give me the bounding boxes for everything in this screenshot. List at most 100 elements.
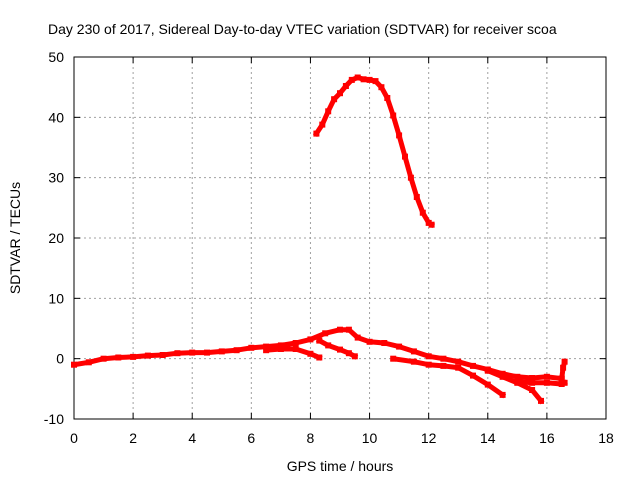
data-point	[360, 76, 367, 83]
chart-title: Day 230 of 2017, Sidereal Day-to-day VTE…	[48, 21, 557, 37]
data-point	[440, 355, 447, 362]
data-point	[396, 132, 403, 139]
data-point	[529, 387, 536, 393]
data-point	[425, 353, 432, 360]
series-band-lower-c	[390, 355, 507, 399]
data-point	[292, 346, 299, 352]
data-point	[248, 344, 255, 351]
data-point	[455, 358, 462, 365]
data-point	[85, 359, 92, 366]
y-tick-label: 50	[48, 49, 64, 65]
data-point	[378, 84, 385, 91]
data-point	[337, 346, 343, 353]
data-point	[402, 153, 408, 160]
data-point	[455, 364, 462, 371]
data-point	[529, 379, 536, 386]
data-point	[325, 342, 332, 349]
y-tick-label: -10	[44, 411, 64, 427]
data-point	[218, 348, 225, 355]
data-point	[159, 352, 166, 358]
x-tick-label: 12	[421, 430, 437, 446]
data-point	[514, 378, 521, 385]
data-point	[331, 96, 338, 103]
data-point	[484, 381, 491, 388]
y-tick-label: 10	[48, 290, 64, 306]
data-point	[130, 353, 137, 360]
grid	[74, 57, 606, 419]
data-point	[440, 362, 447, 369]
data-point	[354, 74, 361, 81]
data-point	[322, 330, 329, 337]
x-tick-label: 0	[70, 430, 78, 446]
data-point	[100, 355, 107, 362]
x-tick-label: 6	[247, 430, 255, 446]
data-point	[372, 78, 379, 85]
x-tick-label: 2	[129, 430, 137, 446]
data-point	[319, 121, 326, 128]
data-point	[115, 354, 122, 361]
data-point	[351, 353, 358, 360]
data-point	[366, 338, 373, 345]
data-point	[390, 112, 397, 119]
data-point	[354, 334, 361, 341]
data-point	[316, 354, 323, 361]
data-point	[233, 347, 240, 354]
data-point	[543, 373, 550, 380]
data-point	[410, 348, 417, 355]
data-point	[538, 397, 544, 404]
y-tick-label: 30	[48, 170, 64, 186]
series-band-lower-b	[315, 337, 359, 360]
x-axis-label: GPS time / hours	[287, 458, 394, 474]
data-point	[407, 174, 414, 181]
data-point	[419, 209, 426, 216]
x-tick-label: 4	[188, 430, 196, 446]
data-point	[307, 336, 314, 343]
data-point	[71, 361, 77, 368]
data-point	[342, 83, 349, 89]
data-point	[307, 350, 314, 357]
x-tick-label: 14	[480, 430, 496, 446]
data-point	[277, 342, 284, 349]
data-point	[484, 367, 491, 374]
data-point	[345, 350, 352, 357]
data-point	[366, 76, 373, 83]
data-point	[529, 375, 536, 381]
ticks: 0 2 4 6 8 10 12 14 16 18 -10 0 10 20 30 40 50	[44, 49, 614, 446]
data-point	[470, 372, 476, 379]
data-point	[263, 343, 270, 350]
data-point	[189, 349, 196, 356]
series-band-lower-a	[263, 346, 323, 361]
data-point	[384, 95, 391, 101]
data-point	[558, 375, 565, 382]
data-point	[499, 391, 506, 398]
data-point	[204, 349, 210, 356]
data-point	[337, 326, 343, 333]
data-point	[277, 346, 284, 352]
data-point	[325, 108, 332, 115]
series-line	[390, 355, 507, 399]
series-layer	[71, 74, 568, 405]
data-point	[381, 340, 388, 346]
data-point	[348, 76, 355, 83]
series-high-arc	[312, 74, 436, 229]
y-tick-label: 20	[48, 230, 64, 246]
x-tick-label: 10	[362, 430, 378, 446]
data-point	[337, 90, 343, 97]
data-point	[292, 340, 299, 346]
data-point	[543, 379, 550, 386]
data-point	[560, 364, 567, 371]
data-point	[499, 373, 506, 380]
data-point	[470, 362, 476, 369]
data-point	[514, 373, 521, 380]
y-tick-label: 0	[56, 351, 64, 367]
y-tick-label: 40	[48, 109, 64, 125]
data-point	[174, 350, 181, 357]
x-tick-label: 8	[307, 430, 315, 446]
data-point	[316, 337, 323, 344]
data-point	[345, 326, 352, 333]
data-point	[428, 221, 435, 228]
series-end-tail	[558, 358, 568, 382]
data-point	[425, 361, 432, 368]
series-line	[514, 378, 568, 387]
